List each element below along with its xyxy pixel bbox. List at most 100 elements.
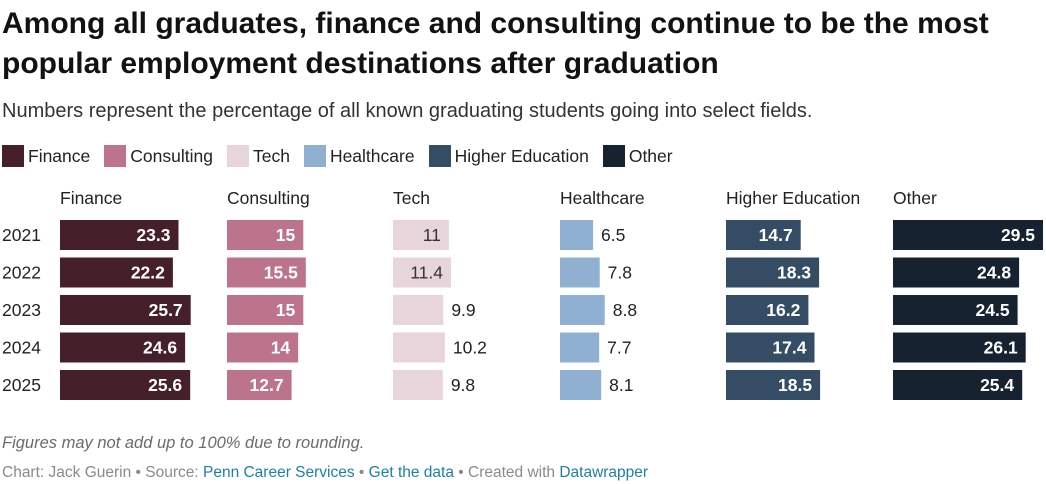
legend-item-healthcare: Healthcare	[303, 145, 415, 167]
credits-prefix: Chart: Jack Guerin • Source:	[2, 464, 203, 481]
value-label-other-2025: 25.4	[980, 375, 1014, 395]
value-label-tech-2022: 11.4	[410, 263, 443, 283]
legend-item-other: Other	[602, 145, 673, 167]
credits-created-with: • Created with	[453, 464, 560, 481]
bar-finance-2021	[60, 220, 179, 250]
value-label-higher-education-2023: 16.2	[766, 300, 800, 320]
value-label-tech-2023: 9.9	[451, 300, 475, 320]
value-label-finance-2022: 22.2	[131, 263, 165, 283]
value-label-higher-education-2024: 17.4	[772, 338, 806, 358]
value-label-consulting-2022: 15.5	[264, 263, 298, 283]
value-label-higher-education-2022: 18.3	[777, 263, 811, 283]
legend-label-finance: Finance	[28, 145, 91, 166]
legend-label-higher-education: Higher Education	[454, 145, 589, 166]
legend: Finance Consulting Tech Healthcare Highe…	[2, 145, 687, 167]
bar-healthcare-2021	[560, 220, 594, 250]
bar-consulting-2025	[227, 370, 292, 400]
bar-consulting-2021	[227, 220, 304, 250]
bar-tech-2022	[393, 257, 451, 288]
bar-healthcare-2025	[560, 370, 602, 400]
bar-other-2024	[893, 332, 1026, 363]
value-label-other-2024: 26.1	[984, 338, 1018, 358]
legend-item-tech: Tech	[226, 145, 290, 167]
value-label-healthcare-2022: 7.8	[608, 263, 632, 283]
value-label-other-2023: 24.5	[976, 300, 1010, 320]
legend-label-consulting: Consulting	[130, 145, 213, 166]
value-label-tech-2025: 9.8	[451, 375, 475, 395]
value-label-tech-2024: 10.2	[453, 338, 487, 358]
value-label-other-2022: 24.8	[977, 263, 1011, 283]
bar-healthcare-2024	[560, 332, 600, 363]
bar-healthcare-2023	[560, 295, 605, 325]
legend-swatch-healthcare	[303, 145, 326, 167]
year-label-2021: 2021	[2, 225, 41, 245]
chart-subtitle: Numbers represent the percentage of all …	[2, 100, 813, 122]
legend-swatch-consulting	[104, 145, 127, 167]
value-label-higher-education-2021: 14.7	[759, 225, 793, 245]
bar-higher-education-2024	[726, 332, 815, 363]
bar-healthcare-2022	[560, 257, 600, 288]
bar-higher-education-2021	[726, 220, 801, 250]
bar-finance-2022	[60, 257, 173, 288]
bar-finance-2025	[60, 370, 191, 400]
panel-header-other: Other	[893, 188, 937, 208]
chart-title: Among all graduates, finance and consult…	[2, 7, 989, 80]
panel-header-finance: Finance	[60, 188, 122, 208]
credits: Chart: Jack Guerin • Source: Penn Career…	[2, 464, 648, 482]
value-label-consulting-2023: 15	[276, 300, 296, 320]
legend-swatch-higher-education	[428, 145, 451, 167]
credits-separator: •	[354, 464, 369, 481]
bar-other-2025	[893, 370, 1023, 400]
bar-other-2021	[893, 220, 1043, 250]
legend-swatch-other	[602, 145, 625, 167]
panel-header-tech: Tech	[393, 188, 430, 208]
legend-label-tech: Tech	[252, 145, 290, 166]
panel-header-consulting: Consulting	[227, 188, 310, 208]
bar-other-2022	[893, 257, 1020, 288]
value-label-healthcare-2021: 6.5	[601, 225, 625, 245]
bar-other-2023	[893, 295, 1018, 325]
bar-consulting-2023	[227, 295, 304, 325]
value-label-consulting-2025: 12.7	[250, 375, 284, 395]
panel-header-healthcare: Healthcare	[560, 188, 645, 208]
legend-item-finance: Finance	[2, 145, 90, 167]
year-label-2024: 2024	[2, 338, 41, 358]
datawrapper-link[interactable]: Datawrapper	[559, 464, 649, 481]
value-label-finance-2023: 25.7	[149, 300, 183, 320]
legend-item-consulting: Consulting	[104, 145, 213, 167]
value-label-finance-2024: 24.6	[143, 338, 177, 358]
legend-item-higher-education: Higher Education	[428, 145, 589, 167]
bar-higher-education-2022	[726, 257, 820, 288]
bar-higher-education-2023	[726, 295, 809, 325]
value-label-finance-2021: 23.3	[136, 225, 170, 245]
get-data-link[interactable]: Get the data	[368, 464, 454, 481]
source-link[interactable]: Penn Career Services	[202, 464, 355, 481]
footnote: Figures may not add up to 100% due to ro…	[2, 434, 365, 452]
legend-label-other: Other	[628, 145, 673, 166]
panel-header-higher-education: Higher Education	[726, 188, 860, 208]
value-label-healthcare-2023: 8.8	[613, 300, 637, 320]
bar-finance-2024	[60, 332, 186, 363]
bar-higher-education-2025	[726, 370, 821, 400]
bar-tech-2021	[393, 220, 449, 250]
bar-chart: 2021 2022 2023 2024 2025 Finance 23.3 22.2 25.7 2…	[2, 188, 1043, 400]
value-label-other-2021: 29.5	[1001, 225, 1035, 245]
value-label-healthcare-2025: 8.1	[609, 375, 633, 395]
value-label-consulting-2021: 15	[276, 225, 296, 245]
value-label-finance-2025: 25.6	[148, 375, 182, 395]
bar-finance-2023	[60, 295, 191, 325]
bar-tech-2024	[393, 332, 445, 363]
legend-swatch-finance	[2, 145, 24, 167]
value-label-tech-2021: 11	[423, 225, 441, 245]
year-label-2022: 2022	[2, 263, 41, 283]
bar-tech-2025	[393, 370, 443, 400]
legend-swatch-tech	[226, 145, 249, 167]
value-label-healthcare-2024: 7.7	[607, 338, 631, 358]
bar-consulting-2022	[227, 257, 306, 288]
value-label-consulting-2024: 14	[271, 338, 291, 358]
year-label-2025: 2025	[2, 375, 41, 395]
bar-tech-2023	[393, 295, 444, 325]
year-label-2023: 2023	[2, 300, 41, 320]
value-label-higher-education-2025: 18.5	[778, 375, 812, 395]
bar-consulting-2024	[227, 332, 299, 363]
